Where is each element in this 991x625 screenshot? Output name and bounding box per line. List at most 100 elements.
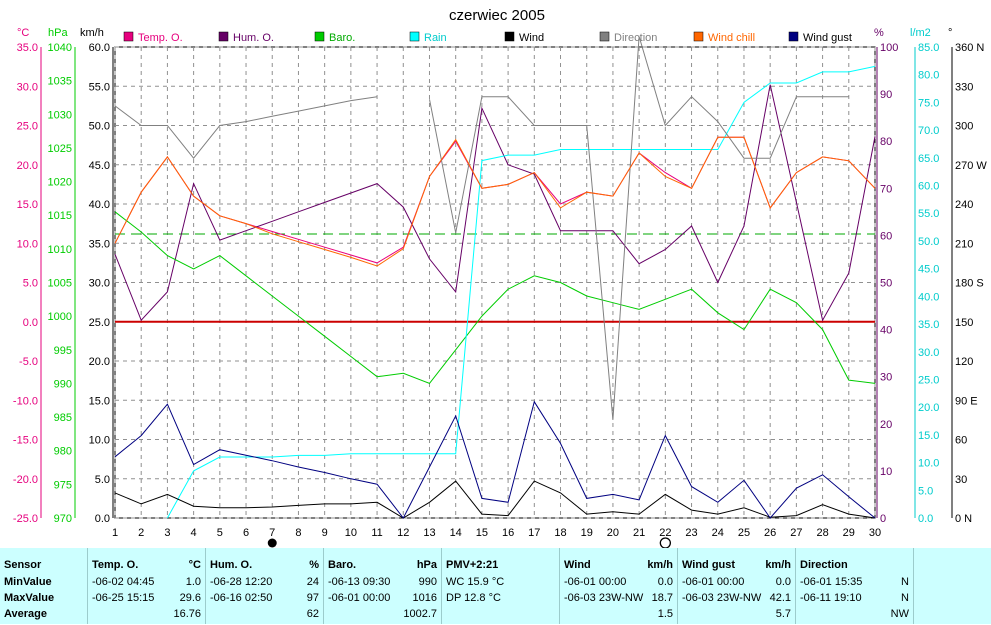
temp-tick-label: 0.0 (23, 317, 38, 329)
rain-tick-label: 15.0 (918, 430, 939, 442)
temp-tick-label: 25.0 (17, 121, 38, 133)
summary-direction: Direction -06-01 15:35 N -06-11 19:10 N NW (796, 548, 914, 624)
hum-tick-label: 50 (880, 278, 892, 290)
baro-tick-label: 970 (54, 513, 72, 525)
rain-unit-label: l/m2 (910, 27, 931, 39)
wind-tick-label: 5.0 (95, 474, 110, 486)
hum-tick-label: 90 (880, 89, 892, 101)
x-tick-label: 17 (528, 527, 540, 539)
rain-tick-label: 55.0 (918, 208, 939, 220)
x-tick-label: 24 (712, 527, 724, 539)
legend-label: Temp. O. (138, 32, 183, 44)
wind-unit-label: km/h (80, 27, 104, 39)
baro-average: 1002.7 (403, 608, 437, 620)
x-tick-label: 8 (295, 527, 301, 539)
series-line-rain (166, 65, 876, 519)
wind-min-value: 0.0 (657, 576, 673, 588)
summary-empty (914, 548, 991, 624)
summary-sensor: Sensor MinValue MaxValue Average (0, 548, 88, 624)
dir-tick-label: 30 (955, 474, 967, 486)
baro-tick-label: 975 (54, 479, 72, 491)
wind-tick-label: 20.0 (89, 356, 110, 368)
dir-tick-label: 0 N (955, 513, 972, 525)
wind-min-time: -06-01 00:00 (564, 576, 627, 588)
legend: Temp. O. Hum. O. Baro. Rain Wind Direction Win… (123, 31, 852, 44)
x-tick-label: 5 (217, 527, 223, 539)
x-tick-label: 18 (554, 527, 566, 539)
hum-tick-label: 30 (880, 372, 892, 384)
legend-label: Baro. (329, 32, 355, 44)
baro-max-time: -06-01 00:00 (328, 592, 391, 604)
baro-min-value: 990 (418, 576, 437, 588)
wind-tick-label: 60.0 (89, 42, 110, 54)
summary-hum: Hum. O.% -06-28 12:20 24 -06-16 02:50 97 6… (206, 548, 324, 624)
hum-tick-label: 60 (880, 230, 892, 242)
gust-min-value: 0.0 (775, 576, 791, 588)
hum-average: 62 (306, 608, 319, 620)
temp-tick-label: 35.0 (17, 42, 38, 54)
baro-tick-label: 1010 (48, 244, 72, 256)
temp-tick-label: 10.0 (17, 238, 38, 250)
dir-tick-label: 270 W (955, 160, 987, 172)
legend-swatch (504, 31, 515, 42)
legend-swatch (314, 31, 325, 42)
pmv-dewpoint: DP 12.8 °C (446, 592, 501, 604)
x-tick-label: 1 (112, 527, 118, 539)
hum-max-time: -06-16 02:50 (210, 592, 273, 604)
x-tick-label: 4 (191, 527, 197, 539)
legend-swatch (218, 31, 229, 42)
full-moon-icon (267, 538, 277, 548)
dir-tick-label: 300 (955, 121, 973, 133)
baro-tick-label: 995 (54, 345, 72, 357)
x-tick-label: 11 (371, 527, 382, 539)
x-tick-label: 7 (269, 527, 275, 539)
gust-max-time: -06-03 23W-NW (682, 592, 762, 604)
summary-wind: Wind km/h -06-01 00:00 0.0 -06-03 23W-NW 18… (560, 548, 678, 624)
summary-pmv: PMV+2:21 WC 15.9 °C DP 12.8 °C (442, 548, 560, 624)
rain-tick-label: 85.0 (918, 42, 939, 54)
legend-swatch (123, 31, 134, 42)
hum-tick-label: 100 (880, 42, 898, 54)
rain-tick-label: 5.0 (918, 485, 933, 497)
x-tick-label: 16 (502, 527, 514, 539)
gust-max-value: 42.1 (769, 592, 791, 604)
wind-tick-label: 30.0 (89, 278, 110, 290)
x-tick-label: 23 (685, 527, 697, 539)
wind-header: Wind (564, 559, 591, 571)
temp-tick-label: -20.0 (13, 474, 38, 486)
wind-tick-label: 50.0 (89, 121, 110, 133)
pmv-header: PMV+2:21 (446, 559, 499, 571)
dir-tick-label: 330 (955, 81, 973, 93)
hum-header-unit: % (309, 559, 319, 571)
dir-tick-label: 240 (955, 199, 973, 211)
wind-tick-label: 45.0 (89, 160, 110, 172)
summary-gust: Wind gust km/h -06-01 00:00 0.0 -06-03 23W… (678, 548, 796, 624)
x-tick-label: 3 (164, 527, 170, 539)
rain-tick-label: 70.0 (918, 125, 939, 137)
gust-header-unit: km/h (765, 559, 791, 571)
hum-header: Hum. O. (210, 559, 253, 571)
temp-unit-label: °C (17, 27, 29, 39)
dir-max-time: -06-11 19:10 (800, 592, 862, 604)
rain-tick-label: 0.0 (918, 513, 933, 525)
direction-header: Direction (800, 559, 848, 571)
wind-max-time: -06-03 23W-NW (564, 592, 644, 604)
x-tick-label: 21 (633, 527, 645, 539)
dir-min-time: -06-01 15:35 (800, 576, 863, 588)
temp-max-time: -06-25 15:15 (92, 592, 155, 604)
baro-tick-label: 1040 (48, 42, 72, 54)
summary-baro: Baro. hPa -06-13 09:30 990 -06-01 00:00 101… (324, 548, 442, 624)
baro-min-time: -06-13 09:30 (328, 576, 391, 588)
x-tick-label: 15 (476, 527, 488, 539)
x-tick-label: 30 (869, 527, 881, 539)
baro-tick-label: 1030 (48, 109, 72, 121)
rain-tick-label: 75.0 (918, 97, 939, 109)
x-tick-label: 2 (138, 527, 144, 539)
dir-tick-label: 180 S (955, 278, 984, 290)
chart-title: czerwiec 2005 (449, 7, 545, 24)
x-tick-label: 29 (843, 527, 855, 539)
wind-tick-label: 55.0 (89, 81, 110, 93)
dir-min-value: N (901, 576, 909, 588)
x-tick-label: 26 (764, 527, 776, 539)
minvalue-label: MinValue (4, 576, 52, 588)
